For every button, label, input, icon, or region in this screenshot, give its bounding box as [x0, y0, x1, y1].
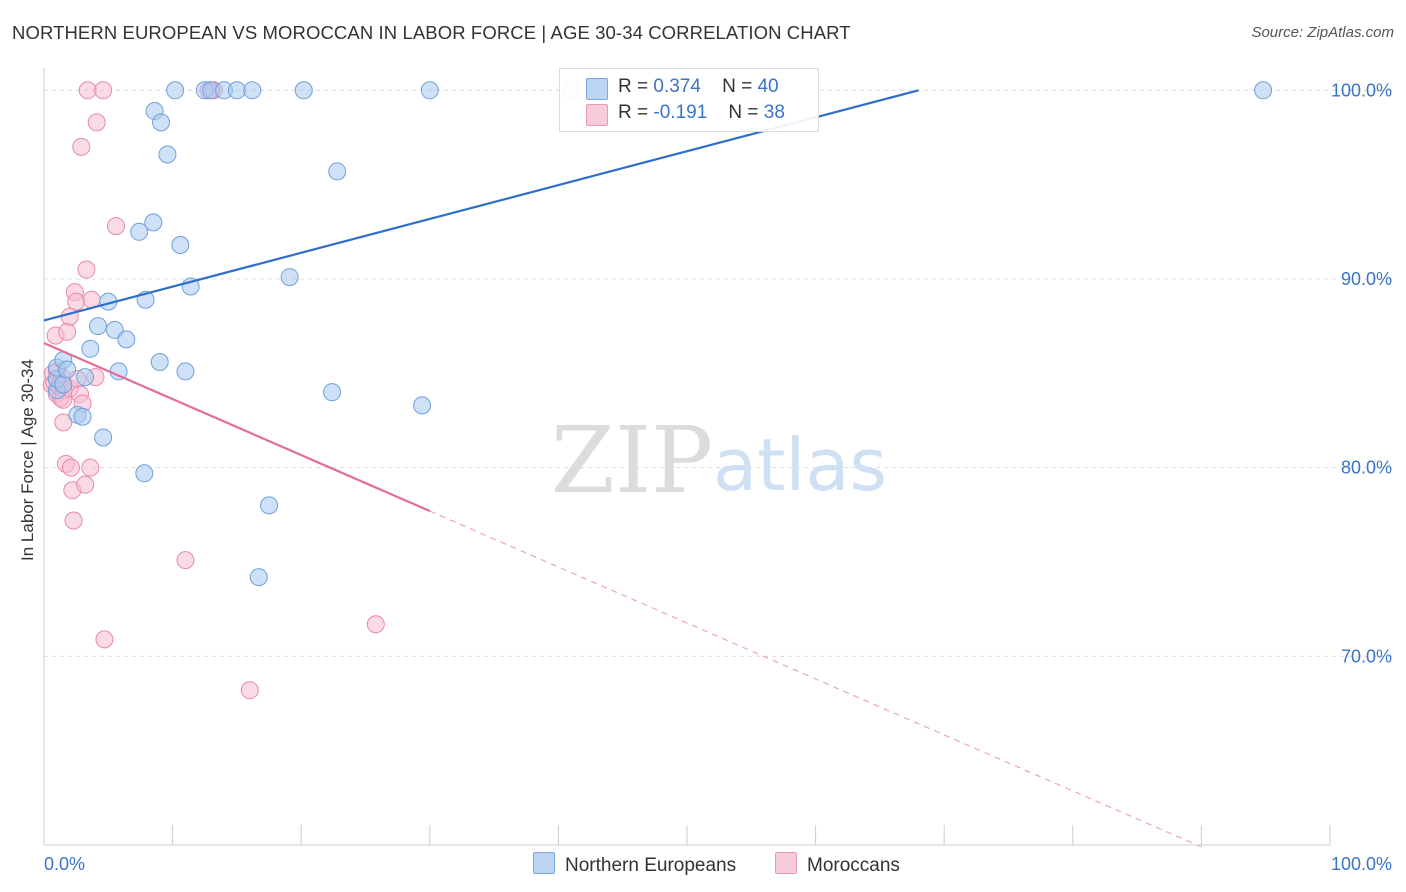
northern-europeans-point: [58, 360, 77, 379]
northern-europeans-points: [47, 81, 1273, 587]
northern-europeans-point: [81, 339, 100, 358]
northern-europeans-point: [166, 81, 185, 100]
northern-europeans-point: [130, 222, 149, 241]
legend-r-label: R =: [618, 76, 649, 97]
northern-europeans-point: [1254, 81, 1273, 100]
chart-title: NORTHERN EUROPEAN VS MOROCCAN IN LABOR F…: [12, 22, 851, 43]
northern-europeans-point: [150, 352, 169, 371]
x-tick-label-min: 0.0%: [44, 854, 85, 874]
y-tick-label: 80.0%: [1341, 458, 1392, 478]
northern-europeans-point: [328, 162, 347, 181]
watermark-zip: ZIP: [551, 407, 713, 514]
northern-europeans-point: [152, 113, 171, 132]
moroccans-point: [78, 81, 97, 100]
moroccans-point: [62, 458, 81, 477]
northern-europeans-point: [135, 464, 154, 483]
legend-n-value-blue: 40: [757, 76, 779, 97]
northern-europeans-point: [144, 213, 163, 232]
x-tick-labels: 0.0% 100.0%: [44, 854, 1392, 874]
northern-europeans-point: [117, 330, 136, 349]
moroccans-point: [67, 292, 86, 311]
northern-europeans-point: [227, 81, 246, 100]
legend-n-label: N =: [722, 76, 753, 97]
northern-europeans-point: [323, 383, 342, 402]
northern-europeans-point: [176, 362, 195, 381]
legend-r-value-blue: 0.374: [653, 76, 701, 97]
legend-r-value-pink: -0.191: [653, 102, 708, 123]
watermark-atlas: atlas: [713, 423, 887, 507]
y-tick-label: 90.0%: [1341, 269, 1392, 289]
northern-europeans-point: [158, 145, 177, 164]
trend-line-moroccans-extrapolated: [429, 510, 1202, 848]
legend-r-label: R =: [618, 102, 649, 123]
moroccans-point: [64, 511, 83, 530]
northern-europeans-point: [171, 236, 190, 255]
moroccans-point: [60, 307, 79, 326]
moroccans-point: [72, 137, 91, 156]
moroccans-point: [58, 322, 77, 341]
legend-n-value-pink: 38: [763, 102, 785, 123]
moroccans-point: [81, 458, 100, 477]
moroccans-point: [240, 681, 259, 700]
legend-n-label: N =: [728, 102, 759, 123]
northern-europeans-point: [73, 407, 92, 426]
northern-europeans-point: [420, 81, 439, 100]
moroccans-point: [366, 615, 385, 634]
bottom-legend-swatch-blue: [533, 852, 555, 874]
moroccans-point: [54, 413, 73, 432]
northern-europeans-point: [76, 368, 95, 387]
moroccans-point: [76, 475, 95, 494]
bottom-legend-northern-europeans: Northern Europeans: [533, 852, 736, 877]
northern-europeans-point: [294, 81, 313, 100]
watermark: ZIP atlas: [551, 407, 887, 514]
y-tick-label: 70.0%: [1341, 646, 1392, 666]
moroccans-point: [176, 551, 195, 570]
moroccans-point: [87, 113, 106, 132]
bottom-legend-label-blue: Northern Europeans: [565, 855, 737, 876]
y-tick-label: 100.0%: [1331, 80, 1392, 100]
y-tick-labels: 70.0% 80.0% 90.0% 100.0%: [1331, 80, 1392, 666]
moroccans-point: [107, 217, 126, 236]
northern-europeans-point: [260, 496, 279, 515]
legend-swatch-blue: [586, 78, 608, 100]
moroccans-point: [94, 81, 113, 100]
correlation-legend: R = 0.374 N = 40 R = -0.191 N = 38: [559, 68, 819, 132]
northern-europeans-point: [94, 428, 113, 447]
northern-europeans-point: [280, 268, 299, 287]
gridlines: [44, 89, 1392, 657]
y-axis-label: In Labor Force | Age 30-34: [18, 359, 37, 561]
northern-europeans-point: [249, 568, 268, 587]
northern-europeans-point: [413, 396, 432, 415]
legend-swatch-pink: [586, 104, 608, 126]
x-tick-label-max: 100.0%: [1331, 854, 1392, 874]
bottom-legend-moroccans: Moroccans: [775, 852, 900, 877]
bottom-legend-swatch-pink: [775, 852, 797, 874]
bottom-legend-label-pink: Moroccans: [807, 855, 900, 876]
chart-source: Source: ZipAtlas.com: [1251, 24, 1394, 41]
northern-europeans-point: [54, 375, 73, 394]
axes: [43, 68, 1331, 846]
northern-europeans-point: [243, 81, 262, 100]
moroccans-point: [95, 630, 114, 649]
moroccans-point: [77, 260, 96, 279]
northern-europeans-point: [89, 317, 108, 336]
trend-line-moroccans: [43, 342, 431, 513]
